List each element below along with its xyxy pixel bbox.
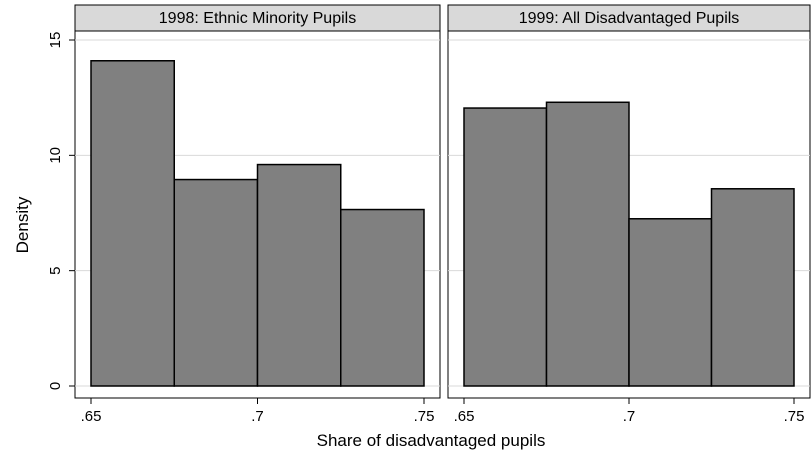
histogram-bar: [710, 188, 795, 387]
panels-layer: 1998: Ethnic Minority Pupils .65 .7 .75 0 5 10…: [47, 4, 811, 425]
y-tick-label: 0: [47, 382, 64, 390]
panel-title: 1999: All Disadvantaged Pupils: [519, 10, 740, 27]
histogram-bar: [340, 208, 425, 387]
panel-1: 1998: Ethnic Minority Pupils .65 .7 .75 0 5 10…: [47, 4, 441, 425]
histogram-bar: [463, 107, 548, 387]
histogram-bar: [173, 178, 259, 387]
x-tick-label: .7: [251, 408, 264, 425]
x-tick-label: .65: [81, 408, 102, 425]
y-axis-label: Density: [13, 196, 32, 253]
x-axis-label: Share of disadvantaged pupils: [317, 431, 546, 450]
panel-2: 1999: All Disadvantaged Pupils .65 .7 .75: [447, 4, 811, 425]
histogram-bar: [545, 101, 630, 387]
histogram-bar: [256, 163, 342, 387]
y-tick-label: 10: [47, 147, 64, 164]
x-tick-label: .7: [623, 408, 636, 425]
panel-title: 1998: Ethnic Minority Pupils: [159, 10, 356, 27]
histogram-bar: [628, 218, 713, 387]
y-tick-label: 15: [47, 32, 64, 49]
panel-header: [74, 4, 441, 32]
panel-header: [447, 4, 811, 32]
y-tick-label: 5: [47, 266, 64, 274]
x-tick-label: .75: [414, 408, 435, 425]
histogram-bar: [90, 60, 175, 387]
x-tick-label: .65: [454, 408, 475, 425]
x-tick-label: .75: [784, 408, 805, 425]
